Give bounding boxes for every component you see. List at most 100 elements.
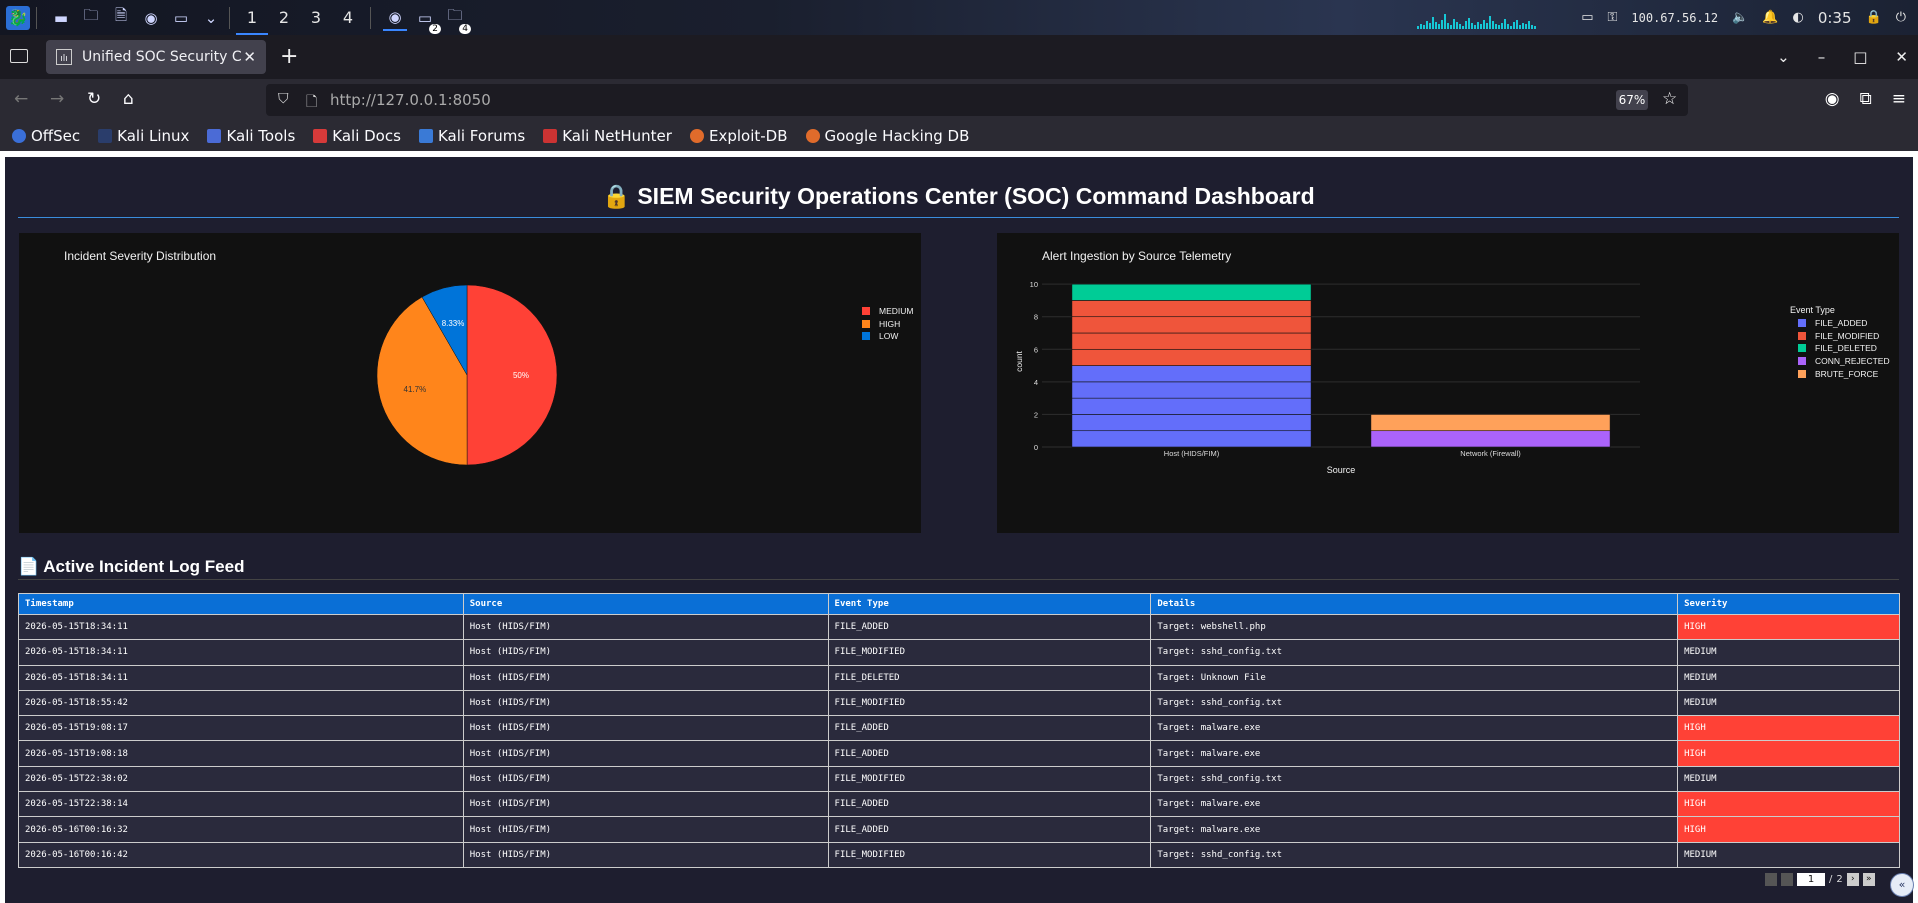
column-header[interactable]: Source bbox=[462, 593, 829, 615]
browser-tab-active[interactable]: ılı Unified SOC Security Com ✕ bbox=[46, 40, 266, 74]
back-arrow-icon[interactable]: ← bbox=[14, 89, 29, 109]
dev-tools-toggle-icon[interactable]: « bbox=[1890, 873, 1914, 897]
home-icon[interactable]: ⌂ bbox=[123, 89, 134, 109]
reload-icon[interactable]: ↻ bbox=[87, 89, 102, 109]
tab-close-icon[interactable]: ✕ bbox=[243, 48, 256, 66]
legend-item[interactable]: CONN_REJECTED bbox=[1790, 355, 1890, 368]
file-manager-icon[interactable]: 🗀 bbox=[83, 6, 99, 24]
bookmark-kali-forums[interactable]: Kali Forums bbox=[418, 127, 525, 145]
bookmark-google-hacking-db[interactable]: Google Hacking DB bbox=[805, 127, 969, 145]
column-header[interactable]: Event Type bbox=[827, 593, 1152, 615]
display-icon[interactable]: ▭ bbox=[1581, 10, 1594, 25]
kali-menu-icon[interactable]: 🐉 bbox=[6, 5, 30, 30]
bar-segment-file_deleted[interactable] bbox=[1071, 283, 1312, 301]
terminal-window-icon[interactable]: ▭ 2 bbox=[413, 6, 441, 34]
account-icon[interactable]: ◉ bbox=[1824, 89, 1840, 109]
page-info-icon[interactable]: 🗋 bbox=[306, 94, 318, 110]
app-menu-icon[interactable]: ≡ bbox=[1891, 89, 1906, 109]
browser-nav-bar: ← → ↻ ⌂ ⛉ 🗋 http://127.0.0.1:8050 67% ☆ … bbox=[0, 79, 1918, 121]
table-row[interactable]: 2026-05-15T18:34:11 Host (HIDS/FIM) FILE_M… bbox=[18, 639, 1900, 666]
table-row[interactable]: 2026-05-16T00:16:42 Host (HIDS/FIM) FILE_M… bbox=[18, 841, 1900, 868]
text-editor-icon[interactable]: 🗎 bbox=[114, 6, 128, 24]
bookmark-exploit-db[interactable]: Exploit-DB bbox=[689, 127, 788, 145]
bar-segment-file_added[interactable] bbox=[1071, 365, 1312, 383]
telemetry-bar-chart[interactable]: 0 2 4 6 8 10 Host (HIDS/FIM) Network (Firewall)… bbox=[997, 233, 1899, 533]
tracking-shield-icon[interactable]: ⛉ bbox=[278, 91, 289, 107]
url-text[interactable]: http://127.0.0.1:8050 bbox=[330, 91, 491, 109]
power-status-icon[interactable]: ◐ bbox=[1792, 10, 1804, 25]
minimize-window-icon[interactable]: – bbox=[1817, 48, 1826, 66]
launcher-dropdown-icon[interactable]: ⌄ bbox=[204, 8, 218, 27]
bookmark-kali-nethunter[interactable]: Kali NetHunter bbox=[543, 127, 672, 145]
sidebar-toggle-icon[interactable] bbox=[10, 49, 28, 63]
volume-icon[interactable]: 🔈 bbox=[1732, 10, 1749, 25]
tab-list-chevron-icon[interactable]: ⌄ bbox=[1777, 48, 1790, 66]
table-row[interactable]: 2026-05-15T18:34:11 Host (HIDS/FIM) FILE_D… bbox=[18, 664, 1900, 691]
legend-item[interactable]: MEDIUM bbox=[862, 305, 913, 318]
forward-arrow-icon[interactable]: → bbox=[50, 89, 65, 109]
workspace-4[interactable]: 4 bbox=[342, 8, 354, 27]
bar-segment-file_modified[interactable] bbox=[1071, 300, 1312, 318]
bar-segment-brute_force[interactable] bbox=[1370, 414, 1611, 432]
bar-segment-file_added[interactable] bbox=[1071, 414, 1312, 432]
table-row[interactable]: 2026-05-16T00:16:32 Host (HIDS/FIM) FILE_A… bbox=[18, 816, 1900, 843]
legend-item[interactable]: LOW bbox=[862, 330, 913, 343]
vpn-lock-icon[interactable]: ⚿ bbox=[1607, 10, 1618, 25]
firefox-window-icon[interactable]: ◉ bbox=[383, 5, 407, 31]
workspace-3[interactable]: 3 bbox=[310, 8, 322, 27]
next-page-button[interactable]: › bbox=[1846, 873, 1859, 886]
legend-item[interactable]: BRUTE_FORCE bbox=[1790, 367, 1890, 380]
bookmark-offsec[interactable]: OffSec bbox=[12, 127, 80, 145]
bar-segment-file_added[interactable] bbox=[1071, 397, 1312, 415]
legend-item[interactable]: FILE_ADDED bbox=[1790, 317, 1890, 330]
page-number-input[interactable]: 1 bbox=[1797, 873, 1825, 886]
table-row[interactable]: 2026-05-15T19:08:17 Host (HIDS/FIM) FILE_A… bbox=[18, 715, 1900, 742]
notification-bell-icon[interactable]: 🔔 bbox=[1762, 10, 1779, 25]
bar-segment-file_modified[interactable] bbox=[1071, 332, 1312, 350]
pie-slice-high[interactable] bbox=[376, 296, 468, 466]
first-page-button[interactable] bbox=[1765, 873, 1777, 886]
workspace-2[interactable]: 2 bbox=[278, 8, 290, 27]
maximize-window-icon[interactable]: □ bbox=[1853, 48, 1868, 66]
legend-item[interactable]: HIGH bbox=[862, 318, 913, 331]
folder-window-icon[interactable]: 🗀 4 bbox=[443, 6, 471, 34]
ip-address: 100.67.56.12 bbox=[1631, 10, 1719, 25]
table-row[interactable]: 2026-05-15T18:55:42 Host (HIDS/FIM) FILE_M… bbox=[18, 689, 1900, 717]
bookmark-star-icon[interactable]: ☆ bbox=[1662, 89, 1678, 109]
zoom-level-badge[interactable]: 67% bbox=[1616, 90, 1648, 110]
address-bar[interactable]: ⛉ 🗋 http://127.0.0.1:8050 67% ☆ bbox=[266, 84, 1688, 116]
bookmark-kali-linux[interactable]: Kali Linux bbox=[98, 127, 189, 145]
bookmark-kali-docs[interactable]: Kali Docs bbox=[313, 127, 401, 145]
bar-segment-file_added[interactable] bbox=[1071, 381, 1312, 399]
bar-segment-file_added[interactable] bbox=[1071, 430, 1312, 448]
window-controls: ⌄ – □ ✕ bbox=[1777, 35, 1918, 79]
table-row[interactable]: 2026-05-15T18:34:11 Host (HIDS/FIM) FILE_A… bbox=[18, 613, 1900, 641]
bookmark-kali-tools[interactable]: Kali Tools bbox=[207, 127, 295, 145]
bar-segment-file_modified[interactable] bbox=[1071, 348, 1312, 366]
legend-swatch bbox=[1798, 344, 1806, 353]
table-row[interactable]: 2026-05-15T22:38:14 Host (HIDS/FIM) FILE_A… bbox=[18, 791, 1900, 818]
new-tab-button[interactable]: + bbox=[280, 44, 299, 69]
workspace-1[interactable]: 1 bbox=[236, 0, 268, 35]
legend-item[interactable]: FILE_DELETED bbox=[1790, 342, 1890, 355]
last-page-button[interactable]: » bbox=[1862, 873, 1875, 886]
bar-segment-file_modified[interactable] bbox=[1071, 316, 1312, 334]
column-header[interactable]: Details bbox=[1150, 593, 1679, 615]
firefox-launcher-icon[interactable]: ◉ bbox=[144, 8, 158, 27]
column-header[interactable]: Severity bbox=[1677, 593, 1900, 615]
terminal-launcher-icon[interactable]: ▭ bbox=[173, 8, 189, 27]
lock-screen-icon[interactable]: 🔒 bbox=[1865, 10, 1882, 25]
pie-slice-medium[interactable] bbox=[466, 284, 558, 466]
pie-slice-low[interactable] bbox=[421, 284, 468, 376]
severity-pie-chart[interactable]: 50% 41.7% 8.33% bbox=[19, 233, 921, 533]
show-desktop-icon[interactable]: ▬ bbox=[53, 8, 69, 27]
legend-item[interactable]: FILE_MODIFIED bbox=[1790, 330, 1890, 343]
power-icon[interactable]: ⏻ bbox=[1895, 10, 1906, 25]
bar-segment-conn_rejected[interactable] bbox=[1370, 430, 1611, 448]
extensions-icon[interactable]: ⧉ bbox=[1859, 89, 1872, 109]
close-window-icon[interactable]: ✕ bbox=[1895, 48, 1908, 66]
column-header[interactable]: Timestamp bbox=[18, 593, 464, 615]
previous-page-button[interactable] bbox=[1781, 873, 1793, 886]
table-row[interactable]: 2026-05-15T22:38:02 Host (HIDS/FIM) FILE_M… bbox=[18, 765, 1900, 793]
table-row[interactable]: 2026-05-15T19:08:18 Host (HIDS/FIM) FILE_A… bbox=[18, 740, 1900, 767]
